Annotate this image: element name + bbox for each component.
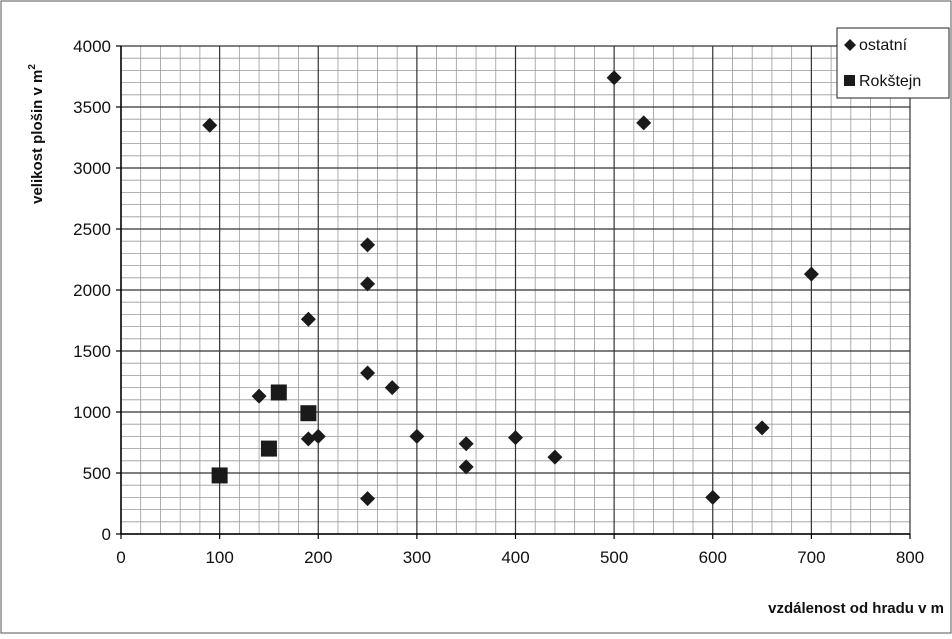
point-ostatni <box>202 117 218 133</box>
x-tick-label: 300 <box>403 548 431 567</box>
legend-marker-ostatni <box>844 39 856 51</box>
x-tick-label: 600 <box>699 548 727 567</box>
point-ostatni <box>251 388 267 404</box>
point-ostatni <box>360 365 376 381</box>
point-ostatni <box>803 266 819 282</box>
legend-label-ostatni: ostatní <box>859 37 908 54</box>
point-ostatni <box>458 459 474 475</box>
point-ostatni <box>458 436 474 452</box>
y-tick-label: 3000 <box>73 159 111 178</box>
legend: ostatní Rokštejn <box>836 27 950 99</box>
y-tick-labels: 0 500 1000 1500 2000 2500 3000 3500 4000 <box>73 37 111 544</box>
point-ostatni <box>409 428 425 444</box>
y-tick-label: 4000 <box>73 37 111 56</box>
point-ostatni <box>636 115 652 131</box>
point-rokstejn <box>270 384 287 401</box>
y-tick-label: 0 <box>102 525 111 544</box>
x-tick-label: 0 <box>116 548 125 567</box>
point-ostatni <box>754 420 770 436</box>
y-axis-title: velikost plošin v m2 <box>27 64 46 204</box>
axes <box>116 45 911 539</box>
x-axis-title: vzdálenost od hradu v m <box>768 600 944 617</box>
point-ostatni <box>360 491 376 507</box>
x-tick-label: 400 <box>501 548 529 567</box>
svg-text:velikost plošin v m2: velikost plošin v m2 <box>27 64 46 204</box>
legend-label-rokstejn: Rokštejn <box>859 73 921 90</box>
point-ostatni <box>360 237 376 253</box>
y-axis-title-superscript: 2 <box>27 64 38 70</box>
data-points <box>202 70 819 507</box>
point-ostatni <box>606 70 622 86</box>
point-ostatni <box>360 276 376 292</box>
point-ostatni <box>508 430 523 446</box>
point-ostatni <box>310 428 326 444</box>
x-tick-label: 700 <box>797 548 825 567</box>
legend-marker-rokstejn <box>844 75 855 86</box>
y-tick-label: 3500 <box>73 98 111 117</box>
y-tick-label: 1000 <box>73 403 111 422</box>
y-tick-label: 2500 <box>73 220 111 239</box>
point-ostatni <box>705 489 721 505</box>
point-rokstejn <box>300 405 317 422</box>
x-tick-label: 500 <box>600 548 628 567</box>
point-ostatni <box>300 311 316 327</box>
x-tick-label: 100 <box>205 548 233 567</box>
y-tick-label: 500 <box>83 464 111 483</box>
y-tick-label: 1500 <box>73 342 111 361</box>
point-ostatni <box>384 380 400 396</box>
point-ostatni <box>547 449 563 465</box>
y-axis-title-main: velikost plošin v m <box>29 70 46 204</box>
legend-box <box>836 27 950 99</box>
x-tick-label: 800 <box>896 548 924 567</box>
x-tick-labels: 0 100 200 300 400 500 600 700 800 <box>116 548 924 567</box>
point-rokstejn <box>211 467 228 484</box>
major-gridlines <box>120 45 911 535</box>
point-rokstejn <box>260 440 277 457</box>
y-tick-label: 2000 <box>73 281 111 300</box>
x-tick-label: 200 <box>304 548 332 567</box>
